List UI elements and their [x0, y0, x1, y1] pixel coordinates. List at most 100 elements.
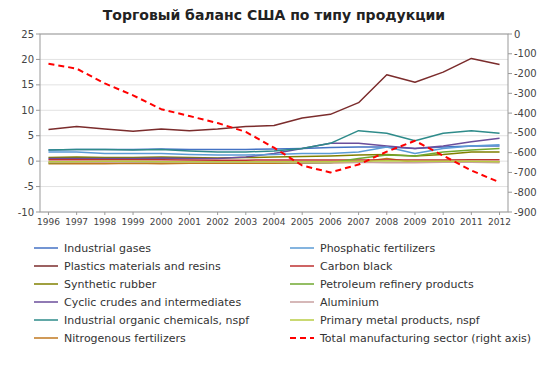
- x-tick: [76, 212, 77, 215]
- legend-label: Petroleum refinery products: [320, 278, 474, 291]
- legend-swatch: [34, 337, 58, 339]
- legend-label: Industrial gases: [64, 242, 151, 255]
- x-tick-label: 2001: [178, 217, 201, 227]
- grid-line: [40, 110, 508, 111]
- y2-tick: [508, 212, 512, 213]
- legend-label: Phosphatic fertilizers: [320, 242, 435, 255]
- grid-line: [40, 186, 508, 187]
- legend-swatch: [290, 301, 314, 303]
- y-tick: [36, 212, 40, 213]
- x-tick-label: 2005: [291, 217, 314, 227]
- x-tick: [358, 212, 359, 215]
- legend-swatch: [34, 319, 58, 321]
- x-tick: [471, 212, 472, 215]
- y2-tick-label: -700: [514, 167, 537, 178]
- y2-tick-label: -900: [514, 207, 537, 218]
- legend-swatch: [290, 283, 314, 285]
- legend-swatch: [34, 247, 58, 249]
- chart: Торговый баланс США по типу продукции -10…: [0, 0, 550, 371]
- y-tick: [36, 34, 40, 35]
- legend-swatch: [290, 247, 314, 249]
- series-line: [48, 159, 499, 164]
- y2-tick-label: -500: [514, 127, 537, 138]
- series-line: [48, 161, 499, 162]
- legend-label: Industrial organic chemicals, nspf: [64, 314, 250, 327]
- y2-tick-label: -800: [514, 187, 537, 198]
- x-tick-label: 2009: [404, 217, 427, 227]
- x-tick: [443, 212, 444, 215]
- x-tick-label: 1999: [122, 217, 145, 227]
- y2-tick-label: -600: [514, 147, 537, 158]
- y2-tick-label: -300: [514, 88, 537, 99]
- y2-tick: [508, 73, 512, 74]
- x-tick: [330, 212, 331, 215]
- x-tick-label: 2007: [347, 217, 370, 227]
- legend-label: Aluminium: [320, 296, 379, 309]
- y2-tick: [508, 152, 512, 153]
- legend-label: Carbon black: [320, 260, 393, 273]
- y-tick-label: 20: [21, 54, 34, 65]
- y2-tick-label: -200: [514, 68, 537, 79]
- y2-tick: [508, 172, 512, 173]
- x-tick: [245, 212, 246, 215]
- y-tick-label: 25: [21, 29, 34, 40]
- grid: [40, 34, 508, 212]
- series-line: [48, 64, 499, 183]
- legend: Industrial gases Plastics materials and r…: [34, 242, 531, 345]
- legend-label: Plastics materials and resins: [64, 260, 221, 273]
- y-tick-label: -10: [18, 207, 34, 218]
- y2-tick-label: -400: [514, 108, 537, 119]
- x-tick: [414, 212, 415, 215]
- x-tick: [274, 212, 275, 215]
- x-tick-label: 2002: [206, 217, 229, 227]
- legend-label: Total manufacturing sector (right axis): [319, 332, 531, 345]
- y2-tick: [508, 34, 512, 35]
- y2-tick-label: -100: [514, 48, 537, 59]
- x-tick: [48, 212, 49, 215]
- x-tick-label: 1998: [93, 217, 116, 227]
- x-tick: [217, 212, 218, 215]
- y-tick: [36, 186, 40, 187]
- y-tick-label: -5: [24, 181, 34, 192]
- y-tick-label: 15: [21, 79, 34, 90]
- x-tick-label: 1996: [37, 217, 60, 227]
- y2-tick: [508, 192, 512, 193]
- y-tick-label: 10: [21, 105, 34, 116]
- x-tick-label: 2008: [375, 217, 398, 227]
- x-tick: [302, 212, 303, 215]
- y-axis: -10-50510152025: [18, 29, 40, 218]
- legend-swatch: [34, 301, 58, 303]
- grid-line: [40, 161, 508, 162]
- y-tick: [36, 84, 40, 85]
- x-tick: [189, 212, 190, 215]
- series-lines: [48, 58, 499, 182]
- x-tick: [133, 212, 134, 215]
- legend-label: Primary metal products, nspf: [320, 314, 481, 327]
- x-axis: 1996 1997 1998 1999 2000 2001 2002 2003 2004 2005…: [37, 212, 511, 227]
- legend-label: Cyclic crudes and intermediates: [64, 296, 241, 309]
- x-tick-label: 2003: [234, 217, 257, 227]
- x-tick-label: 2010: [432, 217, 455, 227]
- x-tick: [104, 212, 105, 215]
- x-tick-label: 2004: [263, 217, 286, 227]
- y-tick-label: 5: [28, 130, 34, 141]
- y2-tick-label: 0: [514, 29, 520, 40]
- legend-label: Nitrogenous fertilizers: [64, 332, 186, 345]
- y2-tick: [508, 93, 512, 94]
- x-tick-label: 2000: [150, 217, 173, 227]
- y-tick: [36, 135, 40, 136]
- y2-tick: [508, 113, 512, 114]
- x-tick-label: 1997: [65, 217, 88, 227]
- y-tick: [36, 161, 40, 162]
- y2-tick: [508, 53, 512, 54]
- series-line: [48, 58, 499, 131]
- legend-swatch: [290, 337, 314, 339]
- y-tick: [36, 59, 40, 60]
- plot-frame: [40, 34, 508, 212]
- legend-swatch: [34, 265, 58, 267]
- x-tick: [499, 212, 500, 215]
- legend-swatch: [290, 265, 314, 267]
- legend-swatch: [34, 283, 58, 285]
- legend-label: Synthetic rubber: [64, 278, 157, 291]
- title: Торговый баланс США по типу продукции: [103, 7, 445, 23]
